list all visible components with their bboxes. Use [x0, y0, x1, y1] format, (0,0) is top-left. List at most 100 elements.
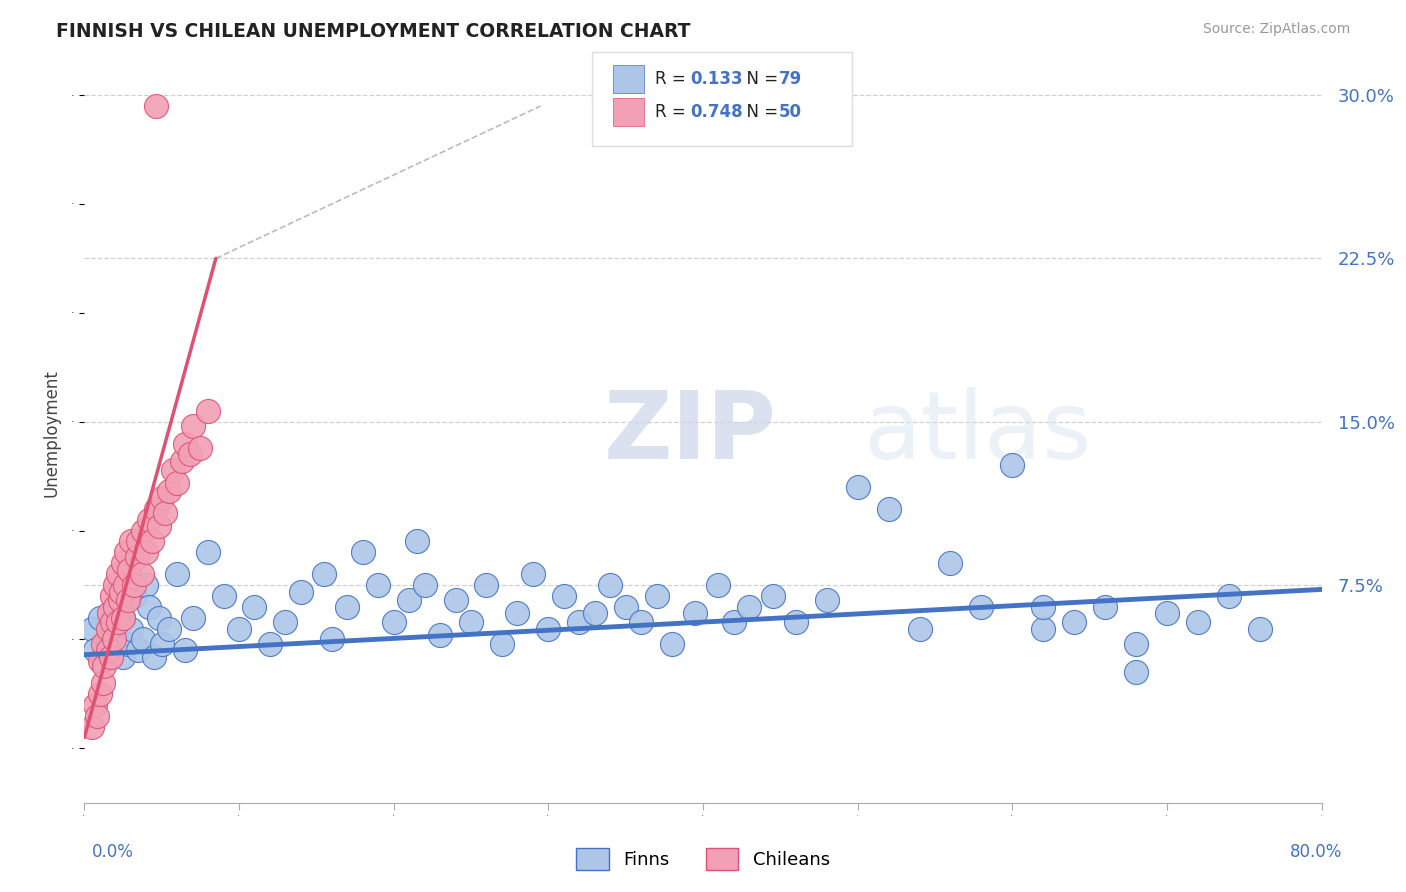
Text: FINNISH VS CHILEAN UNEMPLOYMENT CORRELATION CHART: FINNISH VS CHILEAN UNEMPLOYMENT CORRELAT…: [56, 22, 690, 41]
Point: [112, 611, 135, 625]
Point: [138, 513, 160, 527]
Point: [321, 632, 343, 647]
Point: [112, 649, 135, 664]
Point: [661, 637, 683, 651]
Y-axis label: Unemployment: Unemployment: [42, 368, 60, 497]
Text: Source: ZipAtlas.com: Source: ZipAtlas.com: [1202, 22, 1350, 37]
Point: [846, 480, 869, 494]
Point: [101, 589, 124, 603]
Text: 50: 50: [779, 103, 801, 121]
Point: [84, 643, 107, 657]
Point: [785, 615, 807, 629]
Point: [91, 654, 114, 668]
Point: [103, 632, 125, 647]
Point: [614, 599, 637, 614]
Point: [118, 563, 141, 577]
Point: [228, 622, 250, 636]
Point: [475, 578, 498, 592]
Point: [89, 654, 111, 668]
Point: [132, 632, 155, 647]
Point: [174, 643, 197, 657]
Point: [336, 599, 359, 614]
Point: [1063, 615, 1085, 629]
Point: [723, 615, 745, 629]
Text: N =: N =: [737, 103, 783, 121]
Point: [491, 637, 513, 651]
Point: [145, 501, 167, 516]
Point: [197, 545, 219, 559]
Point: [1218, 589, 1240, 603]
Point: [110, 584, 132, 599]
Text: 80.0%: 80.0%: [1291, 843, 1343, 861]
Point: [181, 419, 204, 434]
Point: [762, 589, 785, 603]
Point: [181, 611, 204, 625]
Point: [877, 501, 900, 516]
Point: [939, 556, 962, 570]
Point: [553, 589, 575, 603]
Point: [89, 611, 111, 625]
Point: [96, 622, 118, 636]
Point: [150, 637, 173, 651]
Point: [159, 622, 180, 636]
Point: [707, 578, 730, 592]
Point: [398, 593, 420, 607]
Point: [91, 676, 114, 690]
Point: [131, 567, 153, 582]
Point: [150, 491, 173, 505]
Point: [104, 599, 127, 614]
Point: [1249, 622, 1271, 636]
Point: [82, 622, 104, 636]
Point: [174, 436, 197, 450]
Point: [413, 578, 436, 592]
Point: [188, 441, 211, 455]
Point: [583, 607, 606, 621]
Point: [599, 578, 621, 592]
Point: [243, 599, 266, 614]
Point: [101, 615, 124, 629]
Point: [312, 567, 335, 582]
Point: [107, 615, 129, 629]
Point: [122, 578, 145, 592]
Point: [1001, 458, 1024, 473]
Point: [135, 578, 157, 592]
Text: atlas: atlas: [863, 386, 1092, 479]
Point: [112, 611, 135, 625]
Point: [367, 578, 389, 592]
Point: [382, 615, 405, 629]
Point: [1187, 615, 1209, 629]
Point: [444, 593, 467, 607]
Point: [91, 637, 114, 651]
Point: [145, 99, 167, 113]
Point: [274, 615, 297, 629]
Point: [460, 615, 482, 629]
Point: [1032, 622, 1054, 636]
Point: [429, 628, 451, 642]
Point: [197, 404, 219, 418]
Point: [96, 643, 118, 657]
Point: [104, 578, 127, 592]
Point: [212, 589, 235, 603]
Text: ZIP: ZIP: [605, 386, 778, 479]
Point: [166, 475, 188, 490]
Point: [148, 519, 170, 533]
Point: [93, 658, 115, 673]
Point: [1156, 607, 1178, 621]
Point: [153, 506, 176, 520]
Point: [815, 593, 838, 607]
Point: [101, 628, 124, 642]
Point: [138, 599, 160, 614]
Point: [143, 649, 166, 664]
Point: [117, 593, 139, 607]
Point: [537, 622, 560, 636]
Point: [122, 589, 145, 603]
Point: [125, 549, 148, 564]
Point: [162, 462, 184, 476]
Point: [89, 687, 111, 701]
Point: [630, 615, 652, 629]
Point: [179, 447, 201, 461]
Point: [104, 599, 127, 614]
Point: [645, 589, 668, 603]
Point: [970, 599, 993, 614]
Text: 79: 79: [779, 70, 801, 88]
